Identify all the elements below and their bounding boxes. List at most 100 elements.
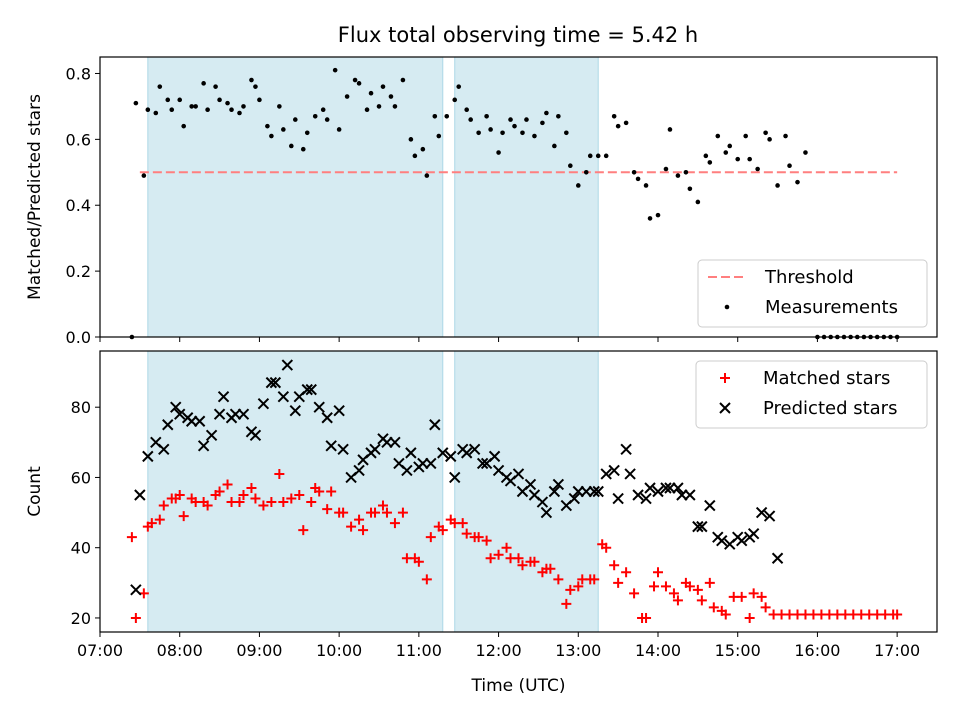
x-tick-label: 07:00 — [77, 641, 123, 660]
data-point — [274, 468, 285, 479]
data-point — [544, 110, 549, 116]
shaded-interval — [454, 350, 599, 633]
x-axis-label: Time (UTC) — [471, 676, 566, 696]
data-point — [488, 127, 493, 132]
data-point — [266, 497, 277, 508]
data-point — [177, 97, 183, 103]
data-point — [437, 525, 448, 536]
data-point — [305, 383, 317, 396]
data-point — [747, 527, 760, 540]
data-point — [468, 117, 473, 122]
data-point — [476, 130, 481, 136]
data-point — [600, 468, 612, 480]
chart-title: Flux total observing time = 5.42 h — [338, 23, 698, 47]
data-point — [322, 504, 333, 515]
data-point — [892, 609, 903, 620]
data-point — [325, 440, 337, 452]
data-point — [692, 520, 704, 533]
data-point — [368, 90, 374, 96]
data-point — [649, 581, 660, 592]
data-point — [126, 532, 137, 543]
data-point — [133, 100, 139, 106]
data-point — [408, 137, 414, 142]
data-point — [632, 489, 644, 501]
data-point — [608, 464, 620, 477]
data-point — [429, 419, 441, 431]
data-point — [536, 496, 549, 508]
legend: Matched stars Predicted stars — [695, 360, 928, 429]
y-tick-label: 80 — [71, 398, 91, 417]
data-point — [473, 532, 484, 543]
data-point — [667, 127, 673, 132]
data-point — [174, 490, 185, 501]
data-point — [332, 67, 338, 73]
y-tick-label: 40 — [71, 539, 91, 558]
data-point — [647, 216, 653, 221]
data-point — [783, 133, 788, 139]
data-point — [601, 542, 612, 553]
data-point — [181, 123, 186, 129]
legend-label: Predicted stars — [763, 398, 897, 419]
data-point — [755, 166, 760, 172]
data-point — [771, 552, 784, 564]
data-point — [775, 183, 780, 188]
data-point — [377, 500, 388, 511]
data-point — [512, 123, 517, 129]
data-point — [197, 440, 210, 452]
data-point — [624, 468, 636, 480]
data-point — [565, 584, 576, 595]
data-point — [561, 598, 572, 609]
data-point — [653, 567, 663, 578]
data-point — [524, 478, 537, 491]
data-point — [763, 130, 768, 136]
data-point — [748, 588, 759, 599]
data-point — [337, 443, 349, 456]
data-point — [269, 376, 282, 389]
data-point — [153, 110, 159, 116]
data-point — [300, 146, 306, 152]
x-tick-label: 09:00 — [236, 641, 282, 660]
data-point — [548, 485, 561, 498]
data-point — [803, 150, 808, 155]
data-point — [246, 482, 257, 493]
data-point — [258, 500, 269, 511]
axes-frame — [99, 56, 938, 338]
data-point — [217, 97, 222, 103]
data-point — [237, 408, 250, 420]
ratio-panel: 0.0 0.2 0.4 0.6 0.8 Matched/Predicted stars Th… — [25, 56, 938, 347]
data-point — [289, 143, 294, 149]
data-point — [767, 137, 772, 142]
data-point — [321, 412, 333, 424]
data-point — [696, 520, 708, 533]
data-point — [238, 490, 249, 501]
data-point — [352, 77, 358, 83]
data-point — [508, 117, 513, 122]
data-point — [229, 107, 234, 113]
data-point — [217, 390, 230, 403]
data-point — [615, 123, 621, 129]
data-point — [405, 447, 417, 459]
legend-box — [697, 259, 928, 328]
data-point — [660, 482, 672, 494]
data-point — [716, 534, 728, 547]
data-point — [568, 163, 573, 169]
data-point — [257, 97, 262, 103]
data-point — [715, 133, 721, 139]
data-point — [376, 104, 382, 109]
data-point — [336, 127, 342, 132]
data-point — [298, 525, 309, 536]
data-point — [257, 397, 270, 410]
data-point — [397, 507, 408, 518]
data-point — [672, 482, 684, 494]
data-point — [344, 94, 350, 99]
data-point — [485, 553, 496, 564]
data-point — [358, 525, 369, 536]
data-point — [573, 581, 584, 592]
data-point — [641, 612, 652, 623]
data-point — [356, 81, 362, 86]
data-point — [704, 499, 716, 512]
data-point — [265, 123, 270, 129]
data-point — [281, 359, 294, 371]
data-point — [587, 153, 593, 159]
data-point — [158, 500, 169, 511]
